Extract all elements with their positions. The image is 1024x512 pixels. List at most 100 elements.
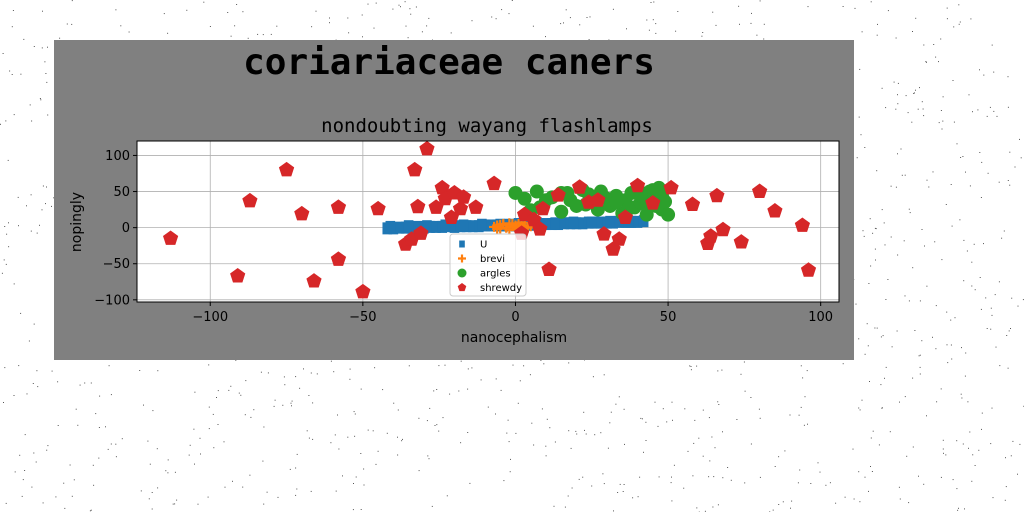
data-point-circle xyxy=(661,207,676,222)
data-point-square xyxy=(605,215,615,228)
data-point-pentagon xyxy=(306,273,322,288)
legend-marker xyxy=(458,254,466,263)
data-point-pentagon xyxy=(242,192,258,208)
chart-title: nondoubting wayang flashlamps xyxy=(321,115,653,137)
data-point-square xyxy=(559,217,570,230)
legend-label: shrewdy xyxy=(480,283,522,294)
x-tick-label: −50 xyxy=(349,310,376,325)
data-point-square xyxy=(385,220,396,233)
data-point-pentagon xyxy=(703,228,719,243)
data-point-pentagon xyxy=(330,251,347,266)
legend-label: U xyxy=(480,240,487,251)
data-point-square xyxy=(638,215,649,228)
data-point-square xyxy=(596,216,606,229)
data-point-square xyxy=(550,217,560,230)
data-point-pentagon xyxy=(800,262,817,277)
data-point-square xyxy=(577,217,588,230)
data-point-pentagon xyxy=(572,179,588,194)
x-axis-label: nanocephalism xyxy=(461,330,567,346)
data-point-pentagon xyxy=(663,179,679,195)
data-point-pentagon xyxy=(452,200,469,216)
data-point-pentagon xyxy=(715,221,731,237)
y-tick-label: 0 xyxy=(122,221,130,236)
x-tick-label: 50 xyxy=(660,310,677,325)
data-point-pentagon xyxy=(532,221,548,236)
data-point-pentagon xyxy=(767,203,783,218)
legend-label: brevi xyxy=(480,254,505,265)
data-point-pentagon xyxy=(278,161,295,177)
y-tick-label: −50 xyxy=(103,257,130,272)
plot-frame xyxy=(136,140,840,303)
figure-canvas: −100 −50 0 50 100 −100 −50 0 50 100 nondoubting w… xyxy=(54,40,854,360)
data-point-plus xyxy=(495,219,506,230)
axis-ticks: −100 −50 0 50 100 −100 −50 0 50 100 xyxy=(94,149,833,325)
data-point-pentagon xyxy=(407,161,423,177)
data-point-circle xyxy=(658,194,673,209)
data-point-pentagon xyxy=(596,226,612,241)
legend-marker xyxy=(457,268,467,278)
data-point-plus xyxy=(501,222,512,233)
data-point-circle xyxy=(645,183,660,198)
data-point-square xyxy=(477,218,487,231)
data-point-pentagon xyxy=(709,187,725,203)
scatter-chart: −100 −50 0 50 100 −100 −50 0 50 100 nondoubting w… xyxy=(69,115,840,346)
data-point-square xyxy=(541,218,551,231)
data-point-square xyxy=(431,220,441,233)
data-point-pentagon xyxy=(410,198,426,214)
data-point-square xyxy=(614,215,625,228)
data-point-pentagon xyxy=(294,205,310,221)
figure-suptitle: coriariaceae caners xyxy=(243,42,655,83)
data-point-square xyxy=(449,220,460,233)
data-point-pentagon xyxy=(590,192,606,207)
data-point-pentagon xyxy=(794,217,810,232)
x-tick-label: 100 xyxy=(808,310,833,325)
data-point-square xyxy=(568,216,579,229)
data-point-pentagon xyxy=(617,209,633,224)
data-point-pentagon xyxy=(645,195,661,210)
data-point-square xyxy=(422,220,432,233)
data-point-square xyxy=(440,219,451,232)
legend-label: argles xyxy=(480,269,511,280)
data-point-pentagon xyxy=(370,200,386,216)
data-point-pentagon xyxy=(413,225,429,240)
data-point-square xyxy=(467,220,478,233)
data-point-square xyxy=(632,215,643,228)
data-marks xyxy=(163,140,817,299)
data-point-pentagon xyxy=(419,140,435,156)
data-point-pentagon xyxy=(541,261,557,276)
y-tick-label: 100 xyxy=(105,149,130,164)
data-point-square xyxy=(586,216,597,229)
data-point-plus xyxy=(507,219,518,230)
y-tick-label: −100 xyxy=(94,293,130,308)
data-point-circle xyxy=(517,191,532,206)
data-point-pentagon xyxy=(434,179,450,195)
data-point-square xyxy=(394,221,405,234)
data-point-pentagon xyxy=(611,231,627,246)
data-point-square xyxy=(413,220,423,233)
data-point-pentagon xyxy=(468,199,484,214)
legend-marker xyxy=(457,283,467,292)
data-point-pentagon xyxy=(752,183,768,198)
data-point-pentagon xyxy=(330,199,347,214)
data-point-pentagon xyxy=(163,230,179,245)
data-point-square xyxy=(403,220,414,233)
legend-box xyxy=(449,233,527,297)
data-point-pentagon xyxy=(355,283,371,299)
legend-marker xyxy=(459,240,465,248)
data-point-pentagon xyxy=(550,187,566,202)
data-point-pentagon xyxy=(733,234,749,249)
data-point-circle xyxy=(554,204,569,219)
data-point-pentagon xyxy=(526,211,542,227)
data-point-circle xyxy=(529,184,544,199)
data-point-circle xyxy=(609,195,624,210)
data-point-pentagon xyxy=(486,175,502,191)
data-point-pentagon xyxy=(456,189,472,204)
x-tick-label: −100 xyxy=(192,310,228,325)
data-point-square xyxy=(458,219,469,232)
x-tick-label: 0 xyxy=(511,310,519,325)
y-axis-label: nopingly xyxy=(69,192,85,252)
y-tick-label: 50 xyxy=(113,185,130,200)
data-point-pentagon xyxy=(684,196,701,211)
data-point-pentagon xyxy=(535,200,551,216)
